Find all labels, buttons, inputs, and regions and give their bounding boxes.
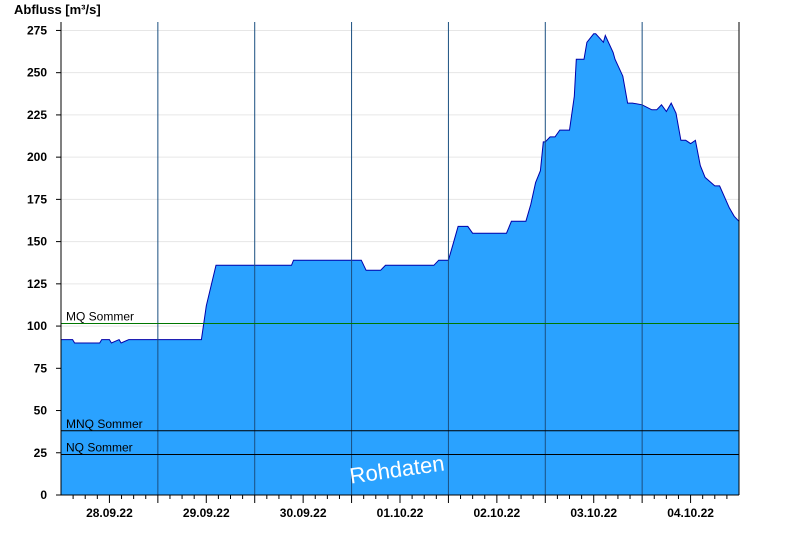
y-tick-label: 50 [34, 404, 48, 418]
y-tick-label: 200 [27, 150, 47, 164]
reference-line-label: NQ Sommer [66, 440, 133, 454]
y-tick-label: 125 [27, 277, 47, 291]
x-tick-label: 02.10.22 [473, 506, 520, 520]
y-tick-label: 275 [27, 23, 47, 37]
y-tick-label: 225 [27, 108, 47, 122]
y-tick-label: 100 [27, 319, 47, 333]
y-tick-label: 175 [27, 192, 47, 206]
x-tick-label: 29.09.22 [183, 506, 230, 520]
x-tick-label: 03.10.22 [570, 506, 617, 520]
x-tick-label: 30.09.22 [280, 506, 327, 520]
discharge-line [61, 33, 740, 344]
y-tick-label: 250 [27, 66, 47, 80]
plot-area: MQ Sommer MNQ Sommer NQ Sommer 0 25 50 75 100 12… [27, 22, 740, 520]
x-tick-label: 04.10.22 [667, 506, 714, 520]
y-tick-label: 75 [34, 361, 48, 375]
y-axis-label: Abfluss [m³/s] [14, 2, 101, 17]
reference-line-label: MQ Sommer [66, 310, 134, 324]
x-tick-label: 28.09.22 [86, 506, 133, 520]
x-tick-label: 01.10.22 [377, 506, 424, 520]
y-tick-label: 0 [40, 488, 47, 502]
y-tick-label: 25 [34, 446, 48, 460]
y-tick-label: 150 [27, 235, 47, 249]
reference-line-label: MNQ Sommer [66, 417, 143, 431]
discharge-area [61, 33, 739, 496]
